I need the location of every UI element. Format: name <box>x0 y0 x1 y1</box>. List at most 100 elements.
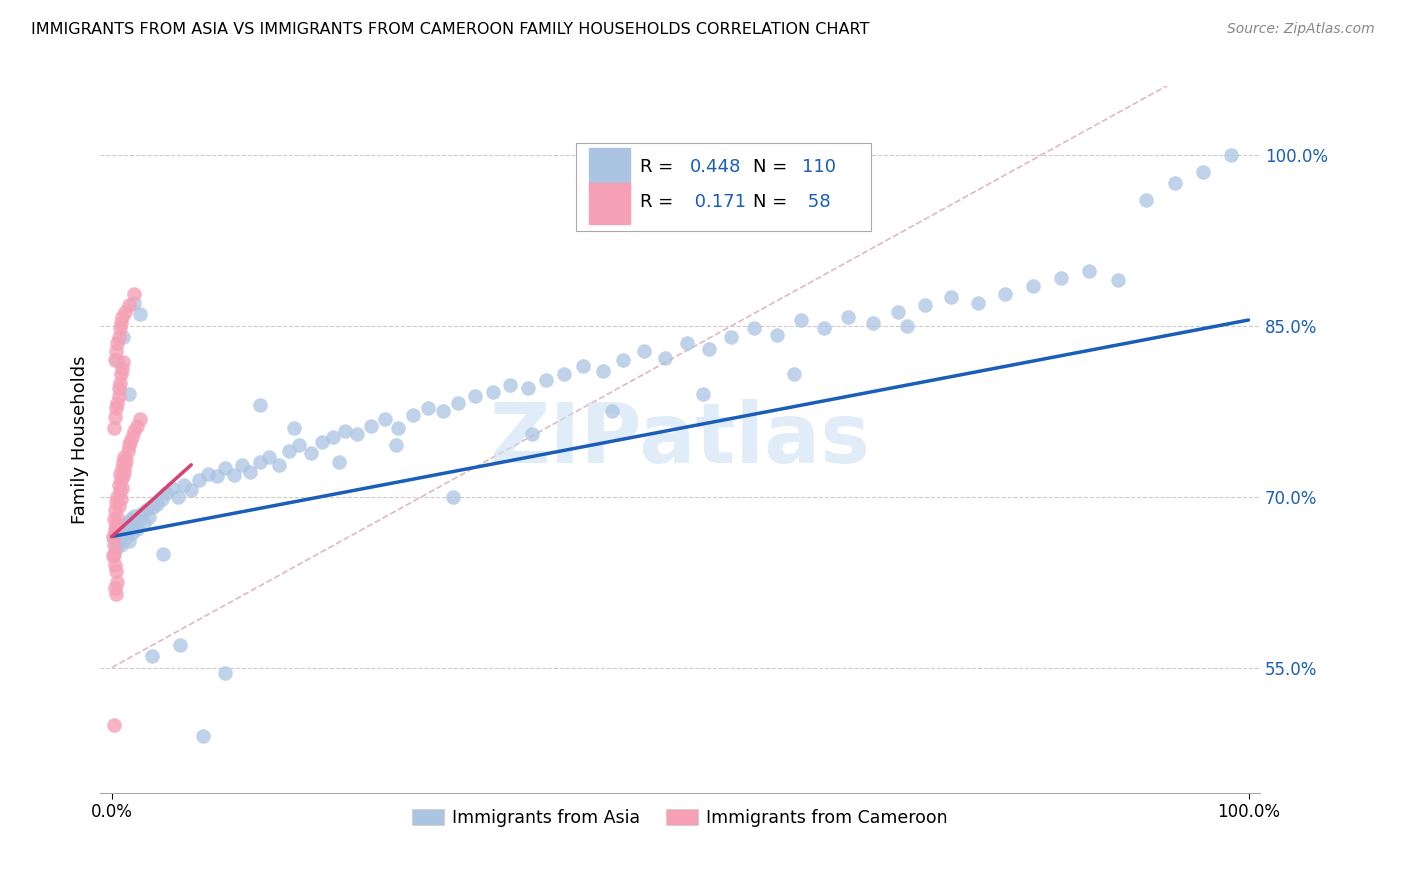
Point <box>104 558 127 572</box>
Point <box>104 581 127 595</box>
Point <box>967 296 990 310</box>
Point <box>105 564 128 578</box>
Point <box>112 455 135 469</box>
Point <box>117 444 139 458</box>
Point <box>742 321 765 335</box>
Point <box>1220 147 1243 161</box>
Point <box>108 321 131 335</box>
Point <box>107 535 129 549</box>
Point <box>107 389 129 403</box>
Point <box>783 367 806 381</box>
Point <box>101 549 124 563</box>
Point <box>150 491 173 506</box>
Point <box>720 330 742 344</box>
Point <box>283 421 305 435</box>
Point <box>117 515 139 529</box>
Point <box>118 298 141 312</box>
Point <box>121 430 143 444</box>
Point <box>522 427 544 442</box>
Point <box>914 298 936 312</box>
Point <box>1163 176 1185 190</box>
Point <box>138 510 160 524</box>
Point <box>214 666 236 681</box>
Point <box>118 534 141 549</box>
Point <box>103 537 125 551</box>
Text: Source: ZipAtlas.com: Source: ZipAtlas.com <box>1227 22 1375 37</box>
Point <box>160 481 183 495</box>
Point <box>169 638 191 652</box>
Point <box>105 401 128 415</box>
Point <box>108 483 131 498</box>
Point <box>118 519 141 533</box>
Point <box>789 313 811 327</box>
Point <box>107 575 129 590</box>
Point <box>692 387 714 401</box>
Point <box>107 499 129 513</box>
Point <box>765 327 787 342</box>
Point <box>534 373 557 387</box>
Point <box>112 524 135 539</box>
Point <box>231 458 253 472</box>
Point <box>107 478 129 492</box>
Point <box>447 396 470 410</box>
Point <box>249 455 271 469</box>
Point <box>122 516 145 531</box>
Text: ZIPatlas: ZIPatlas <box>489 400 870 480</box>
Point <box>267 458 290 472</box>
Point <box>107 352 129 367</box>
Point <box>481 384 503 399</box>
Point <box>108 518 131 533</box>
Point <box>104 409 127 424</box>
Point <box>105 495 128 509</box>
Point <box>257 450 280 464</box>
Point <box>108 467 131 481</box>
Point <box>112 528 135 542</box>
Point <box>104 522 127 536</box>
Point <box>103 547 125 561</box>
Point <box>120 512 142 526</box>
Point <box>118 387 141 401</box>
Point <box>441 490 464 504</box>
Point <box>107 381 129 395</box>
Point <box>207 469 229 483</box>
Point <box>592 364 614 378</box>
Point <box>464 389 486 403</box>
Point <box>124 286 146 301</box>
FancyBboxPatch shape <box>589 183 630 224</box>
Point <box>374 412 396 426</box>
Point <box>104 526 127 541</box>
Point <box>104 503 127 517</box>
Point <box>107 396 129 410</box>
Point <box>121 526 143 541</box>
Point <box>111 522 134 536</box>
Point <box>887 305 910 319</box>
FancyBboxPatch shape <box>589 148 630 189</box>
Point <box>114 458 136 472</box>
Point <box>697 342 720 356</box>
Point <box>112 450 135 464</box>
Point <box>1078 264 1101 278</box>
Point <box>124 296 146 310</box>
Point <box>333 424 356 438</box>
Point <box>1135 194 1157 208</box>
Point <box>416 401 439 415</box>
Point <box>214 461 236 475</box>
Point <box>115 530 138 544</box>
Y-axis label: Family Households: Family Households <box>72 355 89 524</box>
Point <box>111 481 134 495</box>
Point <box>118 434 141 449</box>
Point <box>432 404 454 418</box>
Point <box>249 399 271 413</box>
Point <box>152 547 174 561</box>
Point <box>612 352 634 367</box>
Point <box>939 290 962 304</box>
Point <box>239 465 262 479</box>
Point <box>862 317 884 331</box>
Point <box>654 351 676 365</box>
Point <box>896 318 918 333</box>
Text: 58: 58 <box>801 193 831 211</box>
Point <box>600 404 623 418</box>
Text: N =: N = <box>754 193 793 211</box>
Point <box>132 516 155 530</box>
Point <box>299 446 322 460</box>
